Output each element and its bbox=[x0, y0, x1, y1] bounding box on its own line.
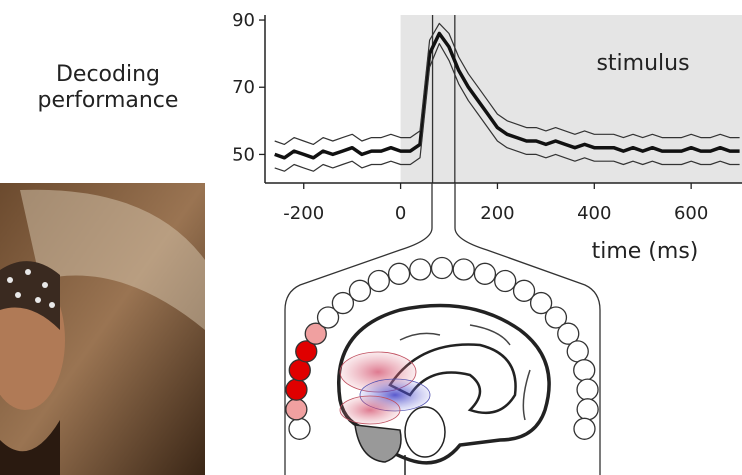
stimulus-span bbox=[400, 15, 742, 183]
sensor bbox=[512, 279, 536, 302]
x-axis-label: time (ms) bbox=[592, 239, 699, 264]
sensor bbox=[285, 398, 308, 421]
sensor bbox=[348, 279, 372, 302]
sensor bbox=[316, 306, 340, 329]
sensor bbox=[573, 417, 596, 440]
span-label: stimulus bbox=[596, 51, 689, 76]
sensor-ring bbox=[285, 256, 599, 440]
y-axis-label: Decoding performance bbox=[37, 62, 179, 113]
sensor bbox=[573, 359, 596, 382]
sensor bbox=[544, 306, 568, 329]
series-line bbox=[274, 22, 740, 145]
x-tick-label: 600 bbox=[674, 203, 708, 224]
sensor bbox=[473, 262, 497, 285]
sensor bbox=[331, 291, 355, 315]
brain bbox=[337, 303, 551, 475]
sensor bbox=[494, 269, 517, 293]
connector bbox=[284, 183, 601, 475]
sensor bbox=[430, 256, 454, 280]
sensor bbox=[367, 269, 390, 293]
x-tick-label: 400 bbox=[577, 203, 611, 224]
x-tick-label: -200 bbox=[283, 203, 324, 224]
y-tick-label: 90 bbox=[232, 10, 255, 31]
photo bbox=[0, 183, 205, 475]
y-tick-label: 70 bbox=[232, 77, 255, 98]
sensor bbox=[576, 378, 599, 401]
sensor bbox=[288, 359, 311, 382]
sensor bbox=[288, 417, 311, 440]
sensor bbox=[566, 340, 589, 363]
x-tick-label: 0 bbox=[395, 203, 406, 224]
series-line bbox=[274, 31, 740, 160]
series-line bbox=[274, 43, 740, 172]
sensor bbox=[387, 262, 411, 285]
sensor bbox=[295, 340, 318, 363]
x-tick-label: 200 bbox=[480, 203, 514, 224]
sensor bbox=[285, 378, 308, 401]
plot: stimulus 50 70 90 -200 0 200 400 600 time (ms) bbox=[232, 10, 742, 264]
sensor bbox=[529, 291, 553, 315]
y-tick-label: 50 bbox=[232, 144, 255, 165]
sensor bbox=[304, 322, 327, 345]
sensor bbox=[452, 258, 475, 281]
sensor bbox=[557, 322, 580, 345]
sensor bbox=[576, 398, 599, 421]
sensor bbox=[409, 258, 432, 281]
